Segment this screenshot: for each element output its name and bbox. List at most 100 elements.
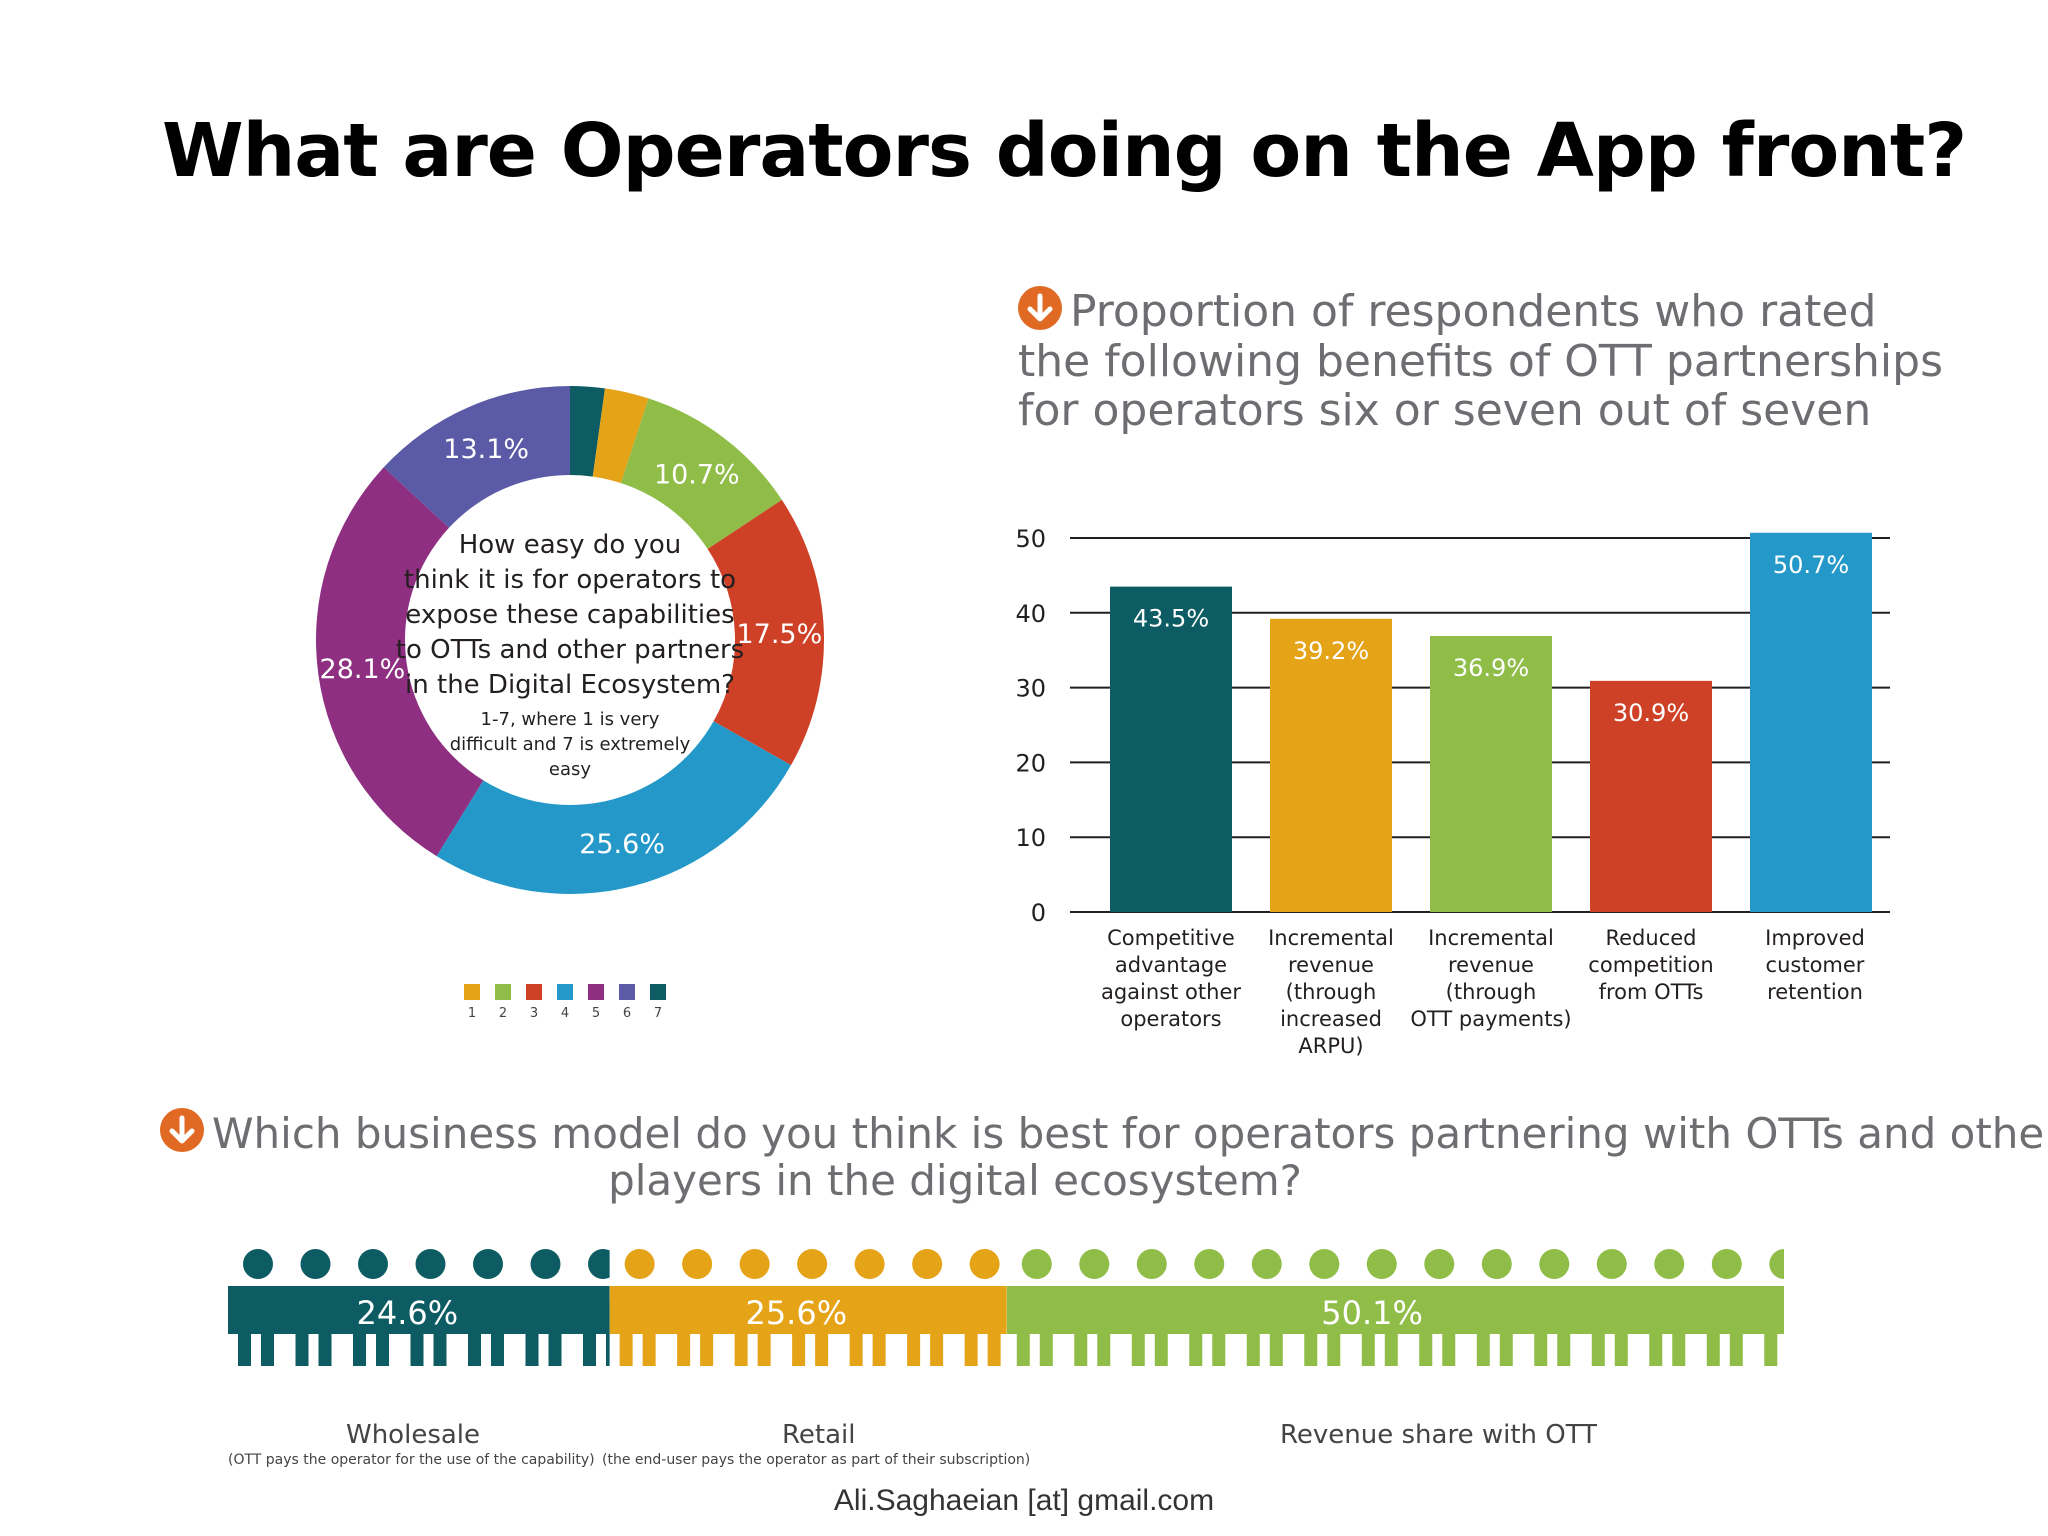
x-category-label: (through (1446, 980, 1537, 1004)
person-head (739, 1249, 770, 1279)
donut-slice-label: 13.1% (443, 434, 529, 465)
segment-value-label: 25.6% (745, 1294, 847, 1332)
person-head (1194, 1249, 1225, 1279)
x-category-label: ARPU) (1298, 1034, 1363, 1058)
segment-value-label: 24.6% (357, 1294, 459, 1332)
donut-center-note: easy (549, 759, 591, 780)
x-category-label: Competitive (1107, 926, 1235, 950)
person-head (682, 1249, 713, 1279)
x-category-label: increased (1280, 1007, 1382, 1031)
bar-value-label: 43.5% (1133, 605, 1209, 633)
donut-slice-label: 17.5% (736, 619, 822, 650)
donut-slice (570, 386, 605, 477)
donut-center-note: difficult and 7 is extremely (450, 734, 691, 755)
legend-label: 3 (530, 1006, 538, 1021)
bar-title-line: for operators six or seven out of seven (1018, 385, 1872, 437)
person-head (1021, 1249, 1052, 1279)
y-tick-label: 30 (1015, 675, 1046, 703)
x-category-label: customer (1766, 953, 1865, 977)
person-head (1654, 1249, 1685, 1279)
person-head (588, 1249, 610, 1279)
person-head (1079, 1249, 1110, 1279)
donut-slice-label: 2.8% (597, 361, 666, 392)
x-category-label: against other (1101, 980, 1241, 1004)
donut-slice (620, 398, 782, 549)
page-title: What are Operators doing on the App fron… (162, 108, 1967, 194)
pictogram-band (609, 1286, 1007, 1334)
x-category-label: (through (1286, 980, 1377, 1004)
legend-label: 1 (468, 1006, 476, 1021)
bar (1750, 532, 1872, 912)
legend-label: 7 (654, 1006, 662, 1021)
person-head (1596, 1249, 1627, 1279)
person-head (969, 1249, 1000, 1279)
x-category-label: competition (1588, 953, 1713, 977)
x-category-label: OTT payments) (1410, 1007, 1571, 1031)
y-tick-label: 10 (1015, 824, 1046, 852)
donut-slice (436, 721, 792, 895)
bar-chart: 0 10 20 30 40 50 43.5% 39.2% 36.9% 30.9% 50.7% Co… (1015, 525, 1890, 1058)
donut-center-question: How easy do you (459, 530, 682, 560)
person-head (854, 1249, 885, 1279)
down-arrow-circle-icon (1018, 286, 1062, 330)
legend-swatch (650, 984, 666, 1000)
footer-credit: Ali.Saghaeian [at] gmail.com (833, 1484, 1215, 1517)
x-category-label: operators (1120, 1007, 1221, 1031)
person-head (1769, 1249, 1784, 1279)
business-model-title: Which business model do you think is bes… (160, 1108, 2048, 1205)
segment-note-retail: (the end-user pays the operator as part … (602, 1452, 1031, 1468)
x-category-label: revenue (1288, 953, 1374, 977)
bar-value-label: 50.7% (1773, 551, 1849, 579)
person-head (797, 1249, 828, 1279)
person-head (1711, 1249, 1742, 1279)
x-category-label: Improved (1765, 926, 1865, 950)
donut-slice (316, 467, 484, 857)
bar-value-label: 30.9% (1613, 699, 1689, 727)
person-head (624, 1249, 655, 1279)
y-tick-label: 0 (1031, 899, 1046, 927)
person-head (1539, 1249, 1570, 1279)
legend-label: 6 (623, 1006, 631, 1021)
person-head (912, 1249, 943, 1279)
donut-center-question: to OTTs and other partners (396, 635, 744, 665)
person-head (1481, 1249, 1512, 1279)
donut-slice-label: 25.6% (579, 829, 665, 860)
pictogram-segment (1006, 1249, 1784, 1366)
person-head (243, 1249, 273, 1279)
legend-swatch (588, 984, 604, 1000)
bar (1590, 680, 1712, 912)
segment-name-revenue-share: Revenue share with OTT (1280, 1420, 1598, 1450)
x-category-label: Reduced (1605, 926, 1696, 950)
legend-swatch (464, 984, 480, 1000)
donut-slice (707, 499, 825, 766)
x-category-label: retention (1767, 980, 1863, 1004)
segment-value-label: 50.1% (1321, 1294, 1423, 1332)
pictogram-band (1006, 1286, 1784, 1334)
donut-center-question: in the Digital Ecosystem? (405, 670, 735, 700)
pictogram-band (228, 1286, 610, 1334)
donut-slice (592, 388, 649, 484)
bar (1110, 586, 1232, 912)
x-category-label: from OTTs (1599, 980, 1704, 1004)
person-head (1424, 1249, 1455, 1279)
person-head (473, 1249, 503, 1279)
pictogram-chart: 24.6% 25.6% 50.1% (228, 1249, 1784, 1366)
donut-slice (383, 386, 570, 528)
donut-hole (407, 477, 733, 803)
bar-value-label: 39.2% (1293, 637, 1369, 665)
segment-name-wholesale: Wholesale (346, 1420, 481, 1450)
bar-value-label: 36.9% (1453, 654, 1529, 682)
bar (1430, 635, 1552, 912)
donut-chart: 2.2%2.8% 10.7% 17.5% 25.6% 28.1% 13.1% How ea… (316, 355, 825, 1021)
x-category-label: Incremental (1428, 926, 1554, 950)
pictogram-segment (609, 1249, 1007, 1366)
person-head (1366, 1249, 1397, 1279)
legend-swatch (495, 984, 511, 1000)
person-head (300, 1249, 331, 1279)
segment-note-wholesale: (OTT pays the operator for the use of th… (228, 1452, 595, 1468)
legend-swatch (557, 984, 573, 1000)
pictogram-segment (228, 1249, 610, 1366)
person-head (1136, 1249, 1167, 1279)
person-head (530, 1249, 561, 1279)
person-head (415, 1249, 446, 1279)
